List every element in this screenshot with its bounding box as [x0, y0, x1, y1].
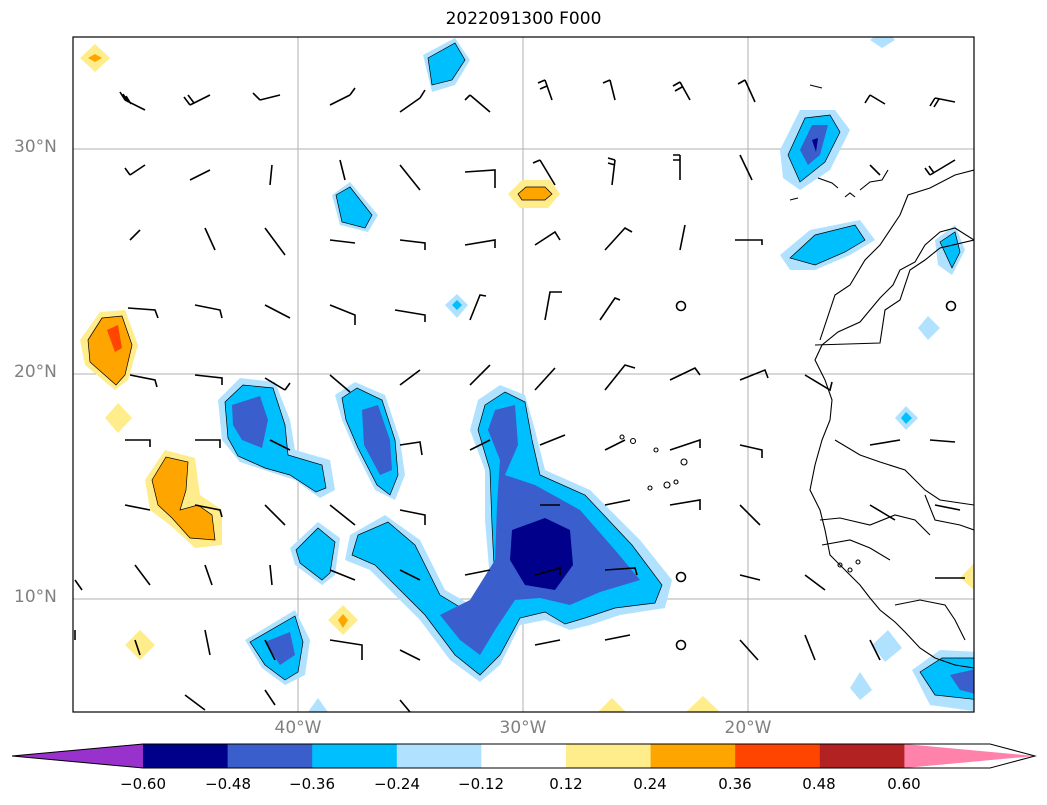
colorbar-extend-max	[904, 744, 1035, 768]
colorbar-segment	[312, 744, 398, 768]
lat-label-20n: 20°N	[14, 362, 57, 382]
colorbar-tick: 0.48	[802, 775, 836, 793]
colorbar-segment	[396, 744, 482, 768]
plot-frame	[72, 36, 975, 713]
colorbar-segment	[819, 744, 905, 768]
colorbar-extend-min	[12, 744, 143, 768]
colorbar-tick: 0.36	[718, 775, 752, 793]
map-title: 2022091300 F000	[445, 9, 602, 29]
colorbar-tick: 0.12	[549, 775, 583, 793]
colorbar-tick: −0.24	[374, 775, 420, 793]
colorbar-segment	[735, 744, 821, 768]
lon-label-40w: 40°W	[274, 718, 322, 738]
colorbar-tick: 0.60	[887, 775, 921, 793]
colorbar-tick: −0.36	[289, 775, 335, 793]
colorbar	[12, 744, 1035, 768]
colorbar-tick: −0.48	[205, 775, 251, 793]
colorbar-tick: 0.24	[633, 775, 667, 793]
colorbar-tick: −0.12	[458, 775, 504, 793]
lon-label-30w: 30°W	[499, 718, 547, 738]
wind-barbs	[74, 79, 965, 712]
colorbar-tick: −0.60	[120, 775, 166, 793]
positive-anomaly-areas	[80, 44, 974, 712]
colorbar-segment	[566, 744, 652, 768]
colorbar-segment	[143, 744, 229, 768]
central-blob-core	[510, 518, 573, 590]
negative-anomaly-areas	[218, 37, 974, 712]
colorbar-segment	[481, 744, 567, 768]
colorbar-segment	[650, 744, 736, 768]
colorbar-outline	[11, 743, 1037, 769]
lon-label-20w: 20°W	[724, 718, 772, 738]
coastlines	[619, 84, 974, 669]
lat-label-30n: 30°N	[14, 137, 57, 157]
colorbar-segment	[227, 744, 313, 768]
lat-label-10n: 10°N	[14, 587, 57, 607]
